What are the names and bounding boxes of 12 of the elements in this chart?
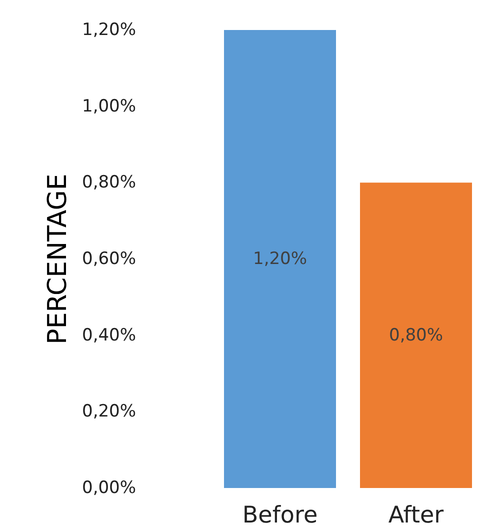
x-tick-label: Before — [242, 502, 318, 528]
y-tick-label: 0,00% — [82, 478, 136, 498]
y-tick-label: 0,60% — [82, 249, 136, 269]
y-tick-label: 1,20% — [82, 20, 136, 40]
y-axis-title: PERCENTAGE — [43, 174, 74, 344]
data-label: 1,20% — [252, 249, 308, 269]
y-tick-label: 0,40% — [82, 325, 136, 346]
y-tick-label: 0,80% — [82, 172, 136, 193]
y-tick-label: 0,20% — [82, 402, 136, 422]
data-label: 0,80% — [388, 325, 444, 346]
x-tick-label: After — [388, 502, 444, 528]
y-tick-label: 1,00% — [82, 96, 136, 116]
